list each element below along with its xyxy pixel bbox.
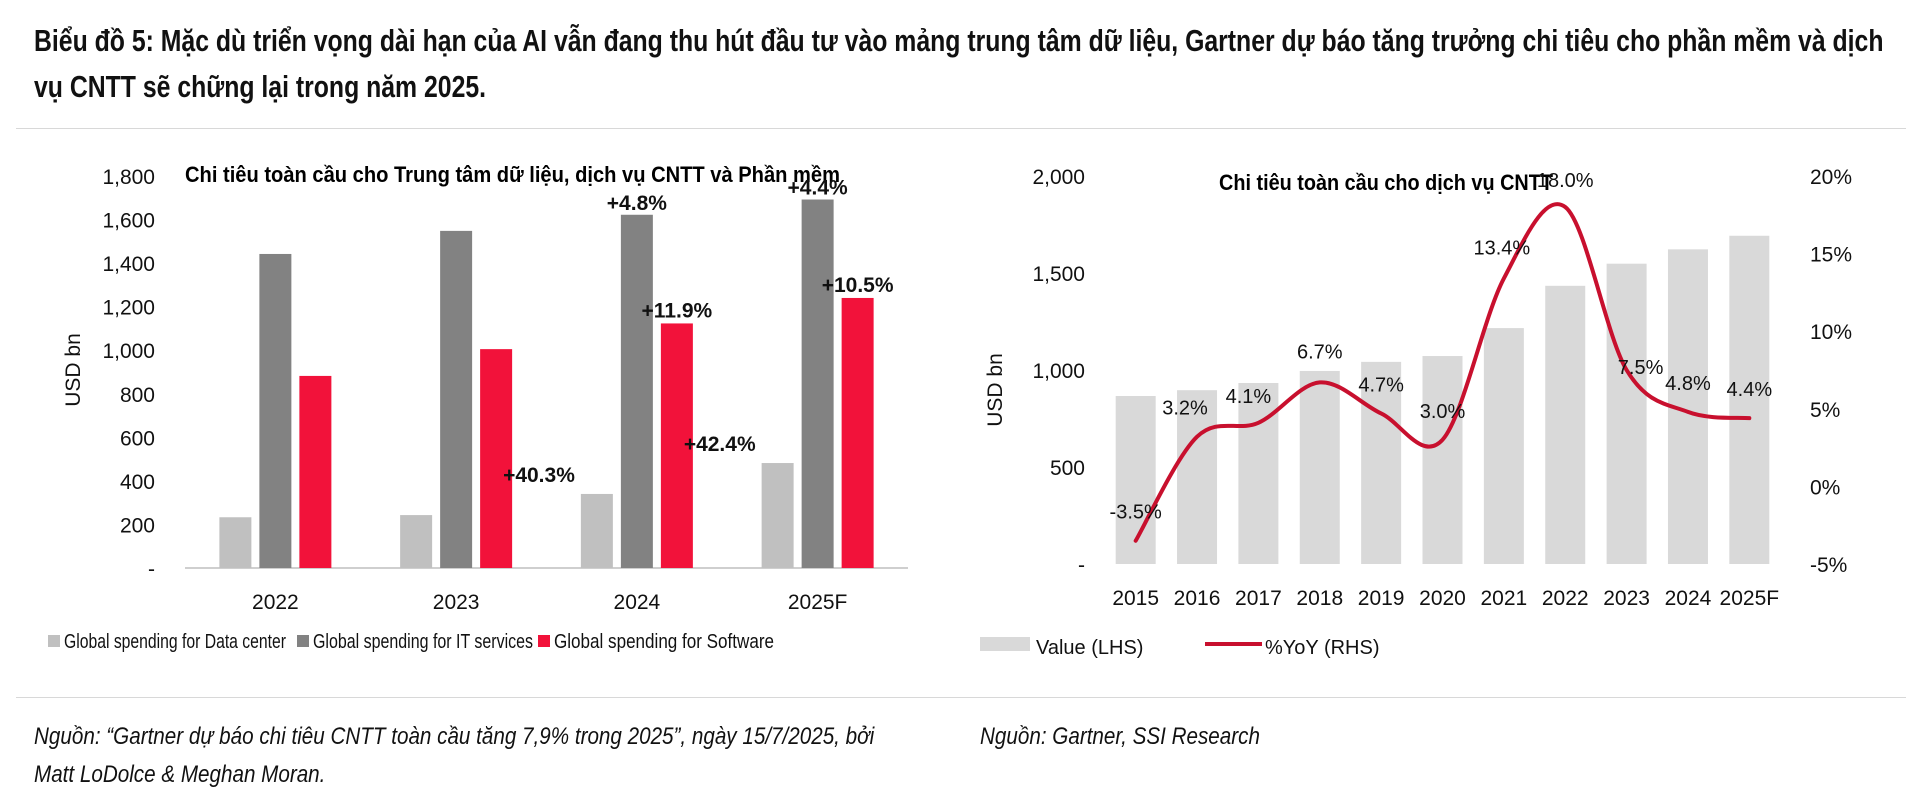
value-bar-2022 [1545, 285, 1586, 564]
value-bar-2018 [1299, 370, 1340, 564]
bar-global-spending-for-data-center-2023 [400, 515, 433, 568]
y2-tick-label: 5% [1810, 399, 1840, 422]
legend-swatch [538, 635, 550, 647]
value-bar-2019 [1361, 361, 1402, 564]
x-tick-label: 2023 [433, 591, 480, 614]
bar-global-spending-for-software-2025f [841, 297, 874, 568]
y-tick-label: 1,000 [1032, 360, 1085, 383]
yoy-data-label: 6.7% [1297, 341, 1343, 363]
bar-global-spending-for-it-services-2025f [801, 199, 834, 568]
x-tick-label: 2017 [1235, 587, 1282, 610]
bar-global-spending-for-software-2024 [660, 323, 693, 568]
yoy-data-label: 13.4% [1474, 237, 1531, 259]
bar-global-spending-for-software-2022 [299, 375, 332, 568]
bar-global-spending-for-it-services-2024 [620, 214, 653, 568]
y2-tick-label: 10% [1810, 321, 1852, 344]
yoy-data-label: 3.2% [1162, 398, 1208, 420]
x-tick-label: 2024 [1665, 587, 1712, 610]
legend-label: Value (LHS) [1036, 637, 1143, 659]
legend-label: Global spending for Software [554, 631, 774, 653]
yoy-data-label: 18.0% [1537, 170, 1594, 192]
y-tick-label: - [148, 558, 155, 581]
legend-label: Global spending for IT services [313, 631, 533, 653]
yoy-data-label: -3.5% [1110, 502, 1162, 524]
y-tick-label: 1,200 [102, 297, 155, 320]
x-tick-label: 2016 [1174, 587, 1221, 610]
growth-annotation: +42.4% [684, 433, 756, 456]
y2-tick-label: 15% [1810, 244, 1852, 267]
value-bar-2021 [1483, 328, 1524, 564]
growth-annotation: +40.3% [503, 464, 575, 487]
yoy-data-label: 7.5% [1618, 357, 1664, 379]
y-tick-label: - [1078, 554, 1085, 577]
top-divider [16, 128, 1906, 129]
chart-title: Chi tiêu toàn cầu cho dịch vụ CNTT [1219, 170, 1553, 195]
chart-title: Chi tiêu toàn cầu cho Trung tâm dữ liệu,… [185, 162, 840, 187]
bar-global-spending-for-it-services-2022 [259, 253, 292, 568]
y-tick-label: 600 [120, 427, 155, 450]
growth-annotation: +11.9% [642, 299, 713, 322]
bar-global-spending-for-data-center-2024 [580, 493, 613, 568]
legend-label: Global spending for Data center [64, 631, 286, 653]
value-bar-2015 [1115, 395, 1156, 564]
y-tick-label: 800 [120, 384, 155, 407]
bar-global-spending-for-data-center-2022 [219, 517, 252, 568]
chart-spending-by-segment: Chi tiêu toàn cầu cho Trung tâm dữ liệu,… [48, 162, 908, 653]
y2-tick-label: 20% [1810, 166, 1852, 189]
x-tick-label: 2019 [1358, 587, 1405, 610]
x-tick-label: 2022 [252, 591, 299, 614]
bottom-divider [16, 697, 1906, 698]
chart-it-services-spending: Chi tiêu toàn cầu cho dịch vụ CNTT - 500 1,… [980, 166, 1852, 659]
bar-global-spending-for-data-center-2025f [761, 463, 794, 568]
y-tick-label: 1,400 [102, 253, 155, 276]
value-bar-2023 [1606, 263, 1647, 564]
value-bar-2016 [1177, 390, 1218, 564]
x-tick-label: 2023 [1603, 587, 1650, 610]
y2-tick-label: -5% [1810, 554, 1847, 577]
yoy-data-label: 4.1% [1226, 386, 1272, 408]
x-tick-label: 2024 [614, 591, 661, 614]
legend-swatch-value [980, 637, 1030, 651]
y-axis-label: USD bn [984, 353, 1007, 427]
growth-annotation: +4.8% [607, 192, 667, 215]
y-tick-label: 1,800 [102, 166, 155, 189]
y2-tick-label: 0% [1810, 476, 1840, 499]
yoy-data-label: 4.8% [1665, 373, 1711, 395]
source-note-right: Nguồn: Gartner, SSI Research [980, 723, 1260, 750]
growth-annotation: +10.5% [822, 274, 894, 297]
figure-heading: Biểu đồ 5: Mặc dù triển vọng dài hạn của… [34, 23, 1884, 104]
y-tick-label: 2,000 [1032, 166, 1085, 189]
legend-swatch [297, 635, 309, 647]
x-tick-label: 2020 [1419, 587, 1466, 610]
legend-swatch [48, 635, 60, 647]
yoy-data-label: 4.4% [1727, 379, 1773, 401]
x-tick-label: 2022 [1542, 587, 1589, 610]
legend-label: %YoY (RHS) [1265, 637, 1380, 659]
value-bar-2025f [1729, 235, 1770, 564]
yoy-line [1133, 202, 1752, 543]
yoy-data-label: 4.7% [1358, 374, 1404, 396]
x-tick-label: 2025F [788, 591, 848, 614]
source-note-left: Nguồn: “Gartner dự báo chi tiêu CNTT toà… [34, 723, 875, 788]
y-axis-label: USD bn [62, 333, 85, 407]
x-tick-label: 2015 [1112, 587, 1159, 610]
y-tick-label: 200 [120, 514, 155, 537]
x-tick-label: 2018 [1296, 587, 1343, 610]
bar-global-spending-for-software-2023 [480, 349, 513, 568]
x-tick-label: 2025F [1720, 587, 1780, 610]
y-tick-label: 400 [120, 471, 155, 494]
growth-annotation: +4.4% [788, 177, 848, 200]
value-bar-2020 [1422, 356, 1463, 564]
y-tick-label: 1,500 [1032, 263, 1085, 286]
y-tick-label: 500 [1050, 457, 1085, 480]
value-bar-2017 [1238, 382, 1279, 564]
y-tick-label: 1,000 [102, 340, 155, 363]
y-tick-label: 1,600 [102, 210, 155, 233]
yoy-data-label: 3.0% [1420, 401, 1466, 423]
bar-global-spending-for-it-services-2023 [440, 230, 473, 568]
x-tick-label: 2021 [1481, 587, 1528, 610]
